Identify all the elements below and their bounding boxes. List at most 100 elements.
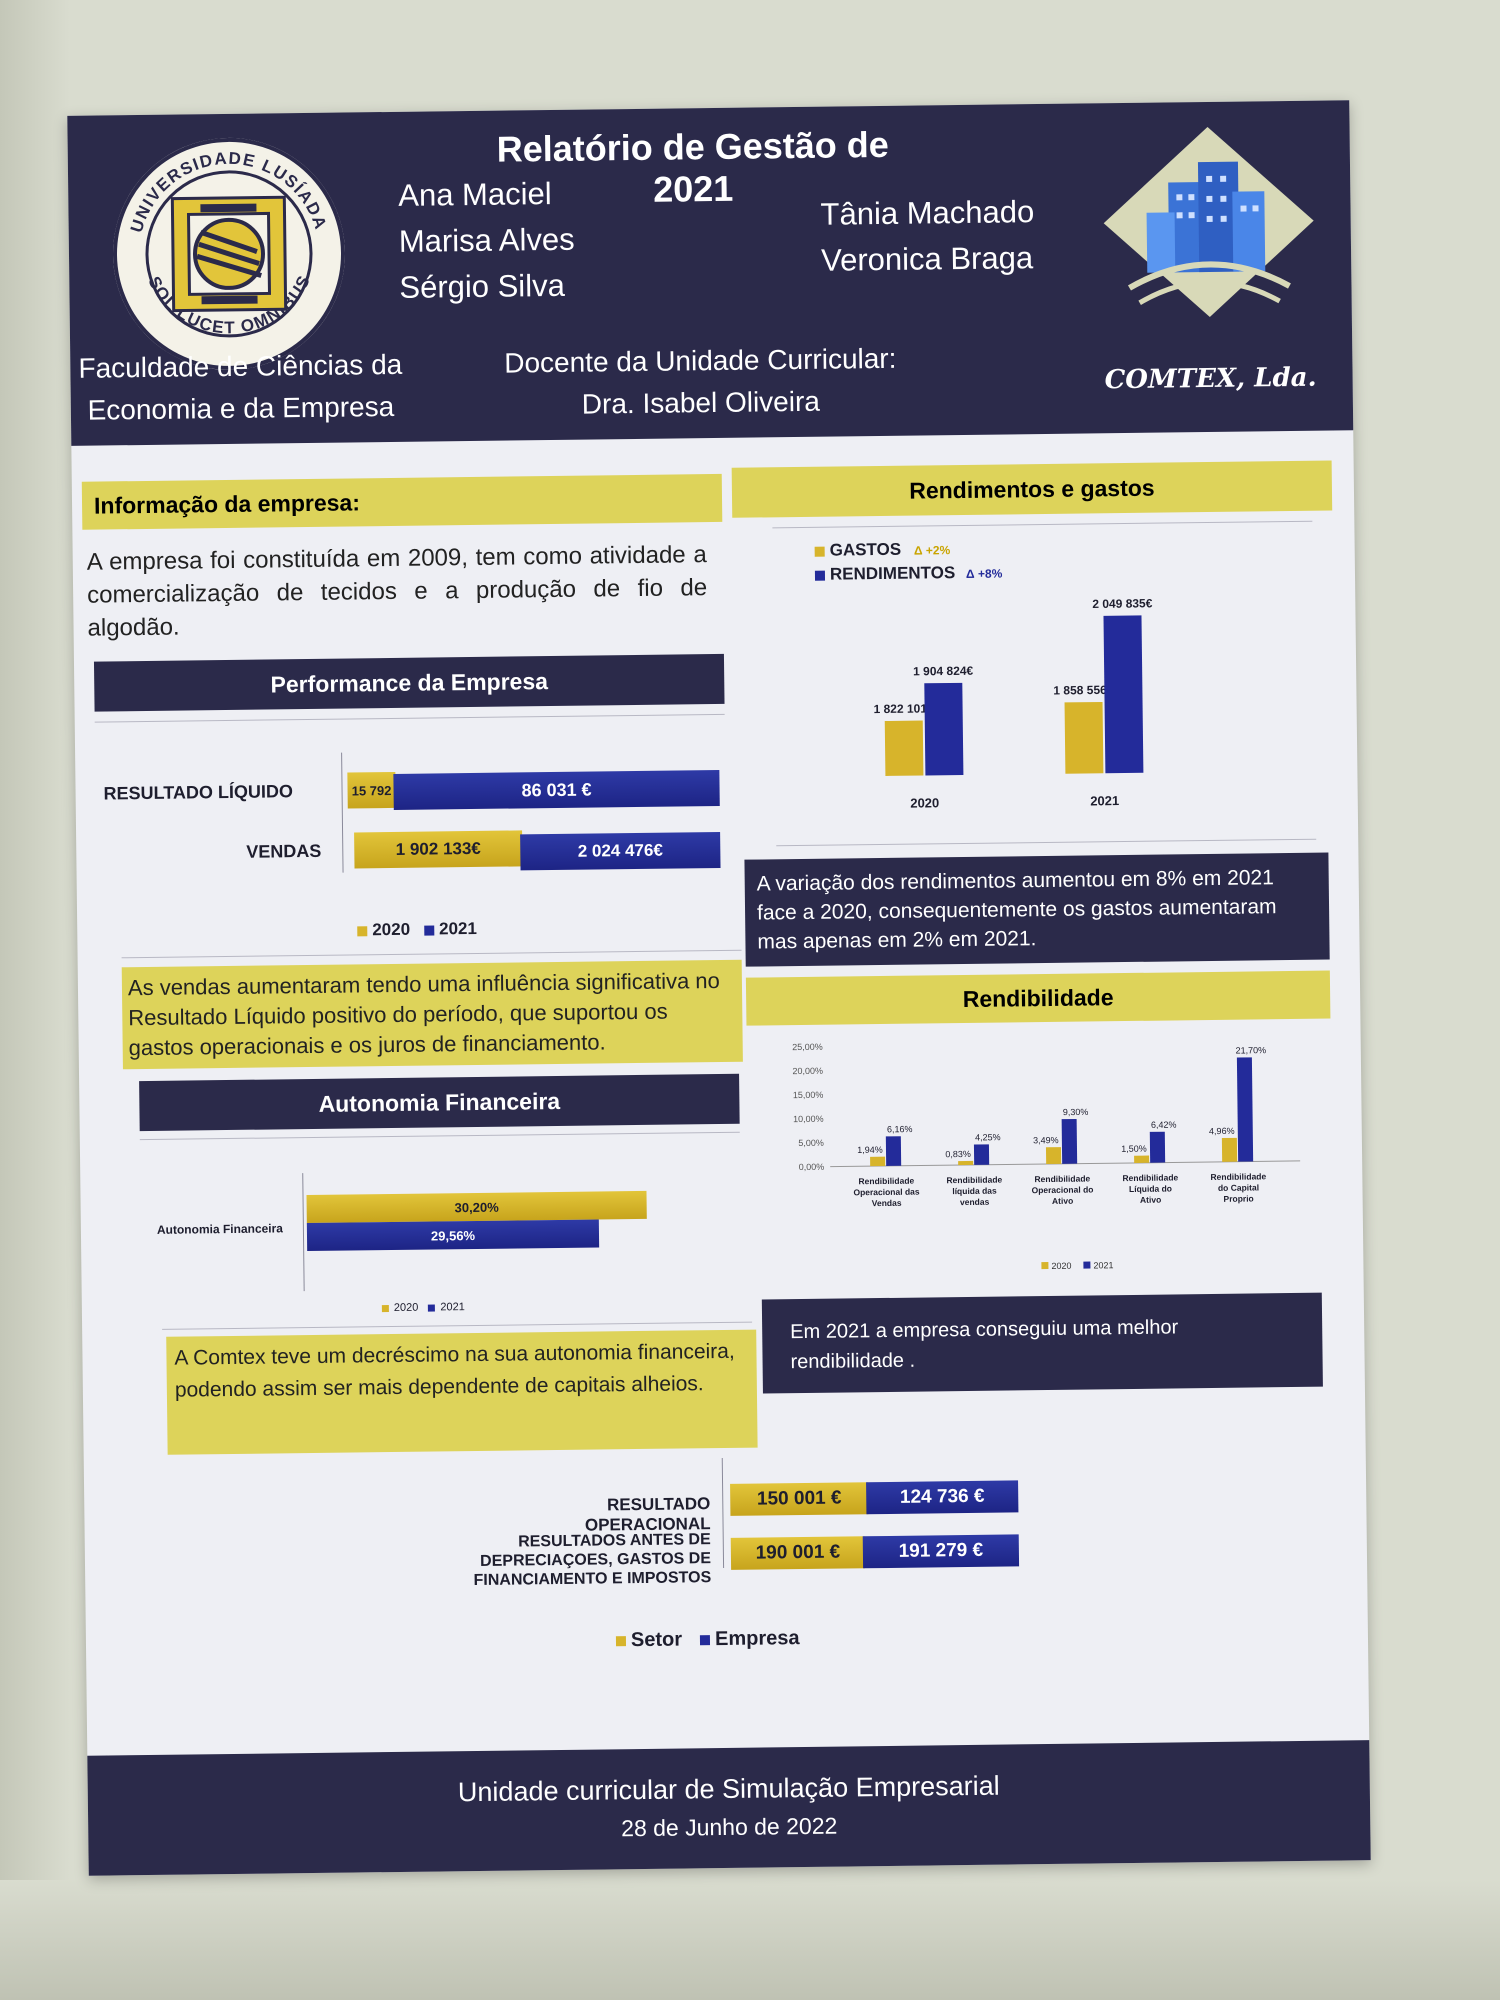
delta-label: Δ +8% — [965, 566, 1003, 581]
divider — [139, 1131, 740, 1141]
setor-legend: Setor Empresa — [615, 1627, 800, 1652]
legend-swatch — [424, 924, 435, 936]
data-label: 1 858 556€ — [1053, 683, 1114, 698]
axis-line — [341, 752, 344, 873]
x-tick-label: Ativo — [1052, 1196, 1073, 1206]
rendibilidade-chart: 0,00% 5,00% 10,00% 15,00% 20,00% 25,00% 1,94% 6… — [792, 1042, 1301, 1271]
legend-label: 2020 — [393, 1301, 419, 1314]
chart-bar — [1149, 1131, 1166, 1163]
wall-left — [0, 0, 70, 2000]
performance-bar-2021: 2 024 476€ — [520, 831, 721, 871]
autonomia-heading: Autonomia Financeira — [139, 1073, 740, 1132]
author-name: Veronica Braga — [820, 240, 1034, 278]
x-tick-label: do Capital — [1218, 1182, 1259, 1193]
autonomia-label: Autonomia Financeira — [156, 1221, 284, 1237]
legend-swatch — [1083, 1261, 1091, 1269]
teacher-label: Docente da Unidade Curricular: — [504, 342, 897, 379]
legend-swatch — [814, 570, 826, 581]
y-tick-label: 20,00% — [792, 1066, 823, 1076]
legend-item: 2020 — [381, 1301, 419, 1314]
performance-bar-2021: 86 031 € — [393, 769, 720, 810]
divider — [772, 520, 1313, 529]
wall-bottom — [0, 1880, 1500, 2000]
legend-label: Setor — [630, 1628, 683, 1652]
chart-bar — [870, 1156, 886, 1167]
chart-bar — [1221, 1137, 1238, 1162]
y-tick-label: 0,00% — [799, 1162, 825, 1172]
chart-bar — [1103, 615, 1144, 774]
divider — [94, 713, 725, 723]
teacher-name: Dra. Isabel Oliveira — [581, 385, 821, 420]
legend-swatch — [428, 1304, 436, 1312]
performance-legend: 2020 2021 — [357, 919, 477, 940]
data-label: 3,49% — [1033, 1135, 1059, 1145]
poster-header: UNIVERSIDADE LUSÍADA SOL LUCET OMNIBUS R… — [67, 100, 1354, 446]
legend-label: 2020 — [1051, 1261, 1071, 1271]
chart-bar — [973, 1144, 990, 1165]
legend-swatch — [381, 1304, 389, 1312]
legend-item: RENDIMENTOS Δ +8% — [814, 563, 1003, 585]
legend-label: Empresa — [714, 1627, 800, 1651]
data-label: 4,25% — [975, 1132, 1001, 1142]
x-tick-label: Vendas — [872, 1198, 902, 1208]
x-tick-label: 2020 — [910, 795, 939, 810]
chart-bar — [1134, 1155, 1150, 1163]
legend-label: RENDIMENTOS — [829, 563, 956, 584]
data-label: 6,16% — [887, 1124, 913, 1134]
x-tick-label: Operacional do — [1031, 1184, 1093, 1195]
autonomia-bar-2021: 29,56% — [306, 1219, 600, 1252]
legend-swatch — [814, 546, 825, 557]
faculty-name: Faculdade de Ciências da Economia e da E… — [70, 344, 411, 432]
chart-bar — [1061, 1119, 1078, 1164]
performance-row-label: RESULTADO LÍQUIDO — [103, 781, 294, 804]
author-name: Marisa Alves — [398, 221, 575, 259]
divider — [776, 838, 1317, 847]
data-label: 1,94% — [857, 1145, 883, 1155]
data-label: 1 822 101€ — [873, 701, 934, 716]
chart-bar — [1236, 1057, 1254, 1162]
legend-label: GASTOS — [829, 539, 902, 560]
y-tick-label: 10,00% — [793, 1114, 824, 1124]
x-tick-label: Rendibilidade — [1210, 1171, 1266, 1182]
legend-item: GASTOS Δ +2% — [814, 539, 1003, 561]
rendibilidade-note: Em 2021 a empresa conseguiu uma melhor r… — [761, 1292, 1323, 1394]
chart-bar — [885, 1136, 902, 1166]
info-heading: Informação da empresa: — [81, 473, 723, 530]
x-tick-label: vendas — [960, 1197, 990, 1207]
rendimentos-chart: 1 822 101€ 1 904 824€ 2020 1 858 556€ 2 049 … — [873, 596, 1152, 810]
y-tick-label: 25,00% — [792, 1042, 823, 1052]
setor-bar: 190 001 € — [730, 1536, 866, 1570]
footer-course: Unidade curricular de Simulação Empresar… — [457, 1770, 1000, 1808]
x-tick-label: líquida das — [952, 1186, 997, 1197]
autonomia-note: A Comtex teve um decréscimo na sua auton… — [166, 1329, 758, 1455]
data-label: 21,70% — [1235, 1045, 1266, 1055]
delta-label: Δ +2% — [913, 543, 951, 558]
performance-bar-2020: 15 792 — [347, 771, 396, 809]
poster-footer: Unidade curricular de Simulação Empresar… — [87, 1740, 1371, 1876]
legend-item: 2021 — [424, 919, 477, 940]
faculty-line: Faculdade de Ciências da — [78, 348, 403, 384]
autonomia-legend: 2020 2021 — [381, 1301, 465, 1314]
legend-swatch — [357, 925, 368, 936]
x-tick-label: Rendibilidade — [858, 1176, 914, 1187]
legend-item: Empresa — [700, 1627, 800, 1651]
legend-label: 2021 — [1093, 1260, 1113, 1270]
author-name: Tânia Machado — [820, 194, 1035, 232]
poster: UNIVERSIDADE LUSÍADA SOL LUCET OMNIBUS R… — [67, 100, 1371, 1876]
y-tick-label: 15,00% — [793, 1090, 824, 1100]
chart-bar — [958, 1160, 974, 1166]
x-tick-label: Rendibilidade — [946, 1175, 1002, 1186]
setor-bar: 150 001 € — [730, 1482, 869, 1516]
chart-bar — [1045, 1147, 1062, 1165]
legend-label: 2021 — [440, 1301, 465, 1314]
performance-note: As vendas aumentaram tendo uma influênci… — [121, 959, 743, 1070]
x-tick-label: Rendibilidade — [1034, 1173, 1090, 1184]
legend-label: 2020 — [372, 919, 411, 940]
chart-bar — [1064, 701, 1104, 774]
chart-bar — [924, 682, 964, 776]
legend-swatch — [615, 1635, 627, 1647]
empresa-bar: 124 736 € — [866, 1480, 1019, 1515]
rendimentos-heading: Rendimentos e gastos — [731, 460, 1333, 518]
legend-item: 2021 — [428, 1301, 465, 1313]
comtex-buildings-icon — [1103, 126, 1314, 317]
